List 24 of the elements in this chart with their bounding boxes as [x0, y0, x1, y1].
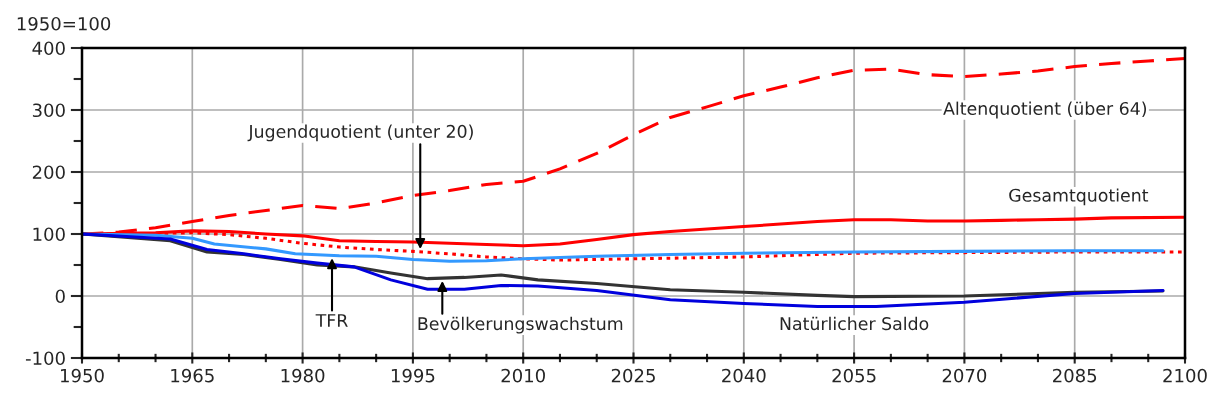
x-tick-label: 1995	[391, 368, 435, 383]
x-tick-label: 2025	[611, 368, 655, 383]
text: TFR	[315, 314, 348, 327]
x-tick-label: 2070	[942, 368, 987, 383]
series-label: Gesamtquotient	[1009, 188, 1149, 206]
x-tick-label: 1980	[281, 368, 325, 383]
y-tick-label: 100	[33, 227, 65, 242]
y-tick-label: 300	[32, 103, 65, 118]
text: Jugendquotient (unter 20)	[247, 124, 473, 142]
x-tick-label: 2100	[1163, 368, 1207, 383]
x-tick-label: 2040	[722, 368, 766, 383]
y-tick-label: 200	[32, 165, 65, 180]
x-tick-label: 2055	[832, 368, 876, 383]
series-label: Natürlicher Saldo	[780, 316, 929, 331]
x-tick-label: 2010	[501, 368, 545, 383]
series-label: Bevölkerungswachstum	[418, 316, 623, 334]
x-tick-label: 2085	[1053, 368, 1097, 383]
series-label: Altenquotient (über 64)	[943, 101, 1147, 119]
x-tick-label: 1950	[61, 368, 104, 383]
y-tick-label: 400	[32, 41, 65, 56]
x-tick-label: 1965	[171, 368, 214, 383]
y-tick-label: 0	[55, 289, 65, 304]
y-tick-label: -100	[25, 351, 65, 366]
y-axis-title: 1950=100	[17, 16, 111, 31]
